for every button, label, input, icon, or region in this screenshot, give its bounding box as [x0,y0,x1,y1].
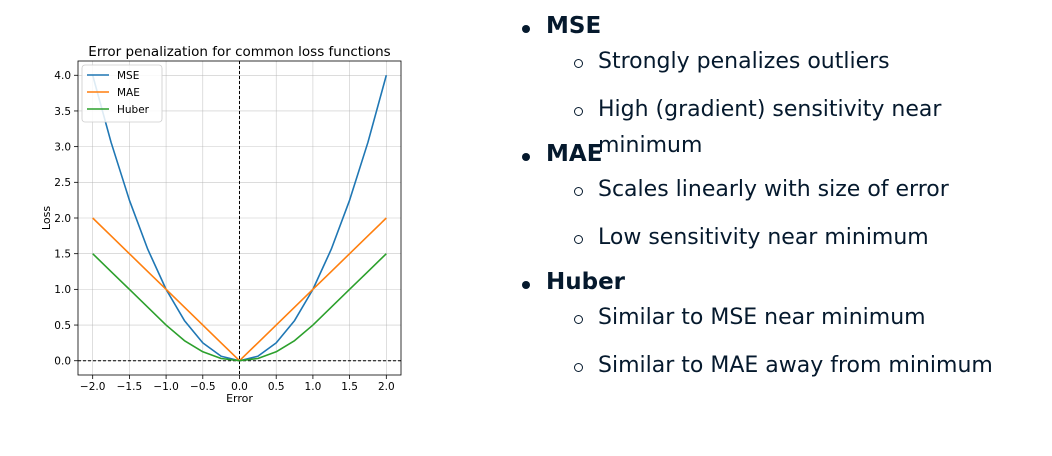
legend-box [81,64,163,123]
sub-bullet-dot [574,107,583,116]
sub-bullet-dot [574,315,583,324]
y-tick-label: 0.5 [54,320,71,332]
x-tick-label: 0.5 [268,381,285,393]
bullet-label-huber: Huber [546,269,626,295]
x-tick-label: 1.5 [341,381,358,393]
x-tick-label: 0.0 [231,381,248,393]
legend-label-huber: Huber [117,104,150,116]
loss-chart: −2.0 −1.5 −1.0 −0.5 0.0 0.5 1.0 1.5 2.0 0.0 0.5 1.0… [40,44,402,405]
sub-bullet-dot [574,363,583,372]
x-tick-label: −1.5 [117,381,143,393]
x-tick-label: −1.0 [153,381,179,393]
x-tick-label: −2.0 [80,381,106,393]
bullet-dot [522,281,530,289]
y-tick-label: 1.5 [54,248,71,260]
x-tick-label: −0.5 [190,381,216,393]
bullet-mae: MAE Scales linearly with size of error L… [520,136,1050,256]
bullet-label-mse: MSE [546,13,602,39]
sub-bullet-text: Strongly penalizes outliers [598,49,890,74]
bullet-list: MSE Strongly penalizes outliers High (gr… [520,8,1050,384]
sub-bullet: Low sensitivity near minimum [546,220,1050,256]
y-tick-label: 3.5 [54,106,71,118]
bullet-dot [522,25,530,33]
sub-bullet-text: Similar to MAE away from minimum [598,353,993,378]
bullet-dot [522,153,530,161]
sub-bullet-text: High (gradient) sensitivity near minimum [598,97,942,158]
sub-bullet-dot [574,187,583,196]
sub-bullet-text: Scales linearly with size of error [598,177,949,202]
legend-label-mae: MAE [117,87,140,99]
sub-bullet: Similar to MSE near minimum [546,300,1050,348]
x-tick-label: 1.0 [305,381,322,393]
series-lines [91,75,388,362]
series-line-huber [92,253,387,362]
y-tick-label: 1.0 [54,284,71,296]
sub-bullet: High (gradient) sensitivity near minimum [546,92,1050,158]
y-tick-label: 2.0 [54,213,71,225]
sub-bullet-text: Similar to MSE near minimum [598,305,926,330]
bullet-huber: Huber Similar to MSE near minimum Simila… [520,264,1050,384]
bullet-mse: MSE Strongly penalizes outliers High (gr… [520,8,1050,158]
sub-bullet-text: Low sensitivity near minimum [598,225,929,250]
bullet-label-mae: MAE [546,141,603,167]
legend: MSE MAE Huber [81,64,163,123]
x-axis-label: Error [226,392,253,405]
ticks: −2.0 −1.5 −1.0 −0.5 0.0 0.5 1.0 1.5 2.0 0.0 0.5 1.0… [54,70,394,393]
y-axis-label: Loss [40,206,53,230]
y-tick-label: 3.0 [54,141,71,153]
chart-title: Error penalization for common loss funct… [88,44,390,60]
legend-label-mse: MSE [117,70,139,82]
y-tick-label: 4.0 [54,70,71,82]
sub-bullet: Similar to MAE away from minimum [546,348,1050,384]
sub-bullet: Scales linearly with size of error [546,172,1050,220]
y-tick-label: 0.0 [54,356,71,368]
sub-bullet: Strongly penalizes outliers [546,44,1050,92]
x-tick-label: 2.0 [378,381,395,393]
sub-bullet-dot [574,235,583,244]
sub-bullet-dot [574,59,583,68]
y-tick-label: 2.5 [54,177,71,189]
